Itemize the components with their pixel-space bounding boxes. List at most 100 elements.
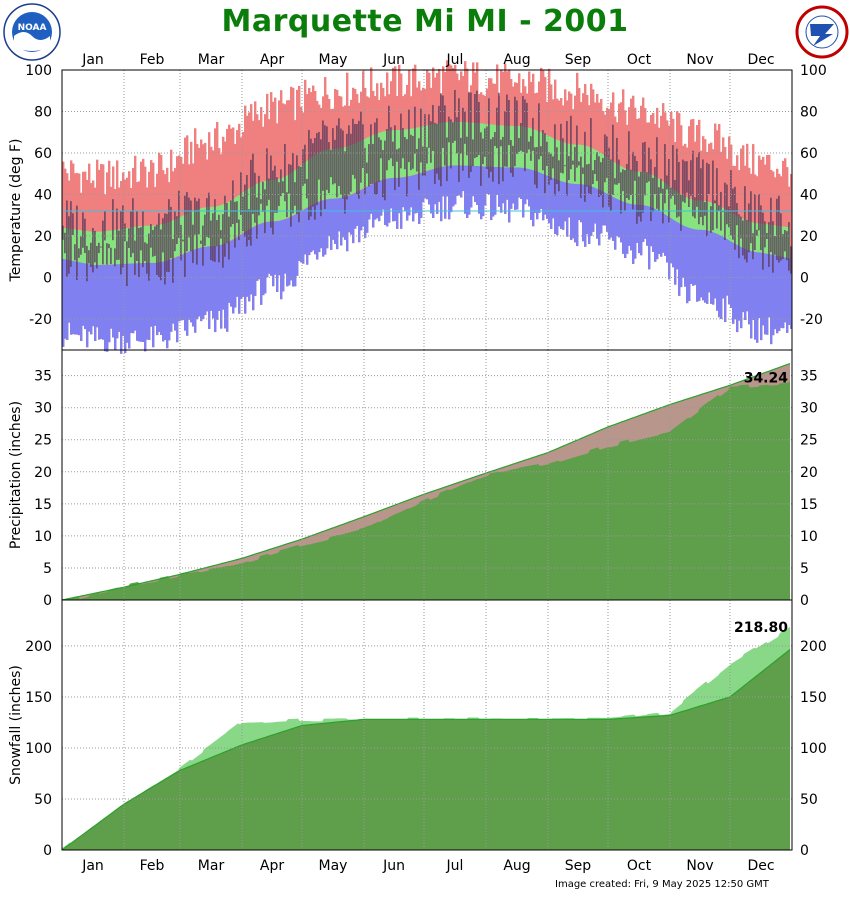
record-low-bar xyxy=(352,194,355,244)
record-low-bar xyxy=(252,227,255,311)
observed-temperature-bar xyxy=(288,164,290,194)
record-low-bar xyxy=(606,193,609,232)
observed-temperature-bar xyxy=(610,159,612,212)
month-label-bottom: Jun xyxy=(382,858,405,874)
observed-temperature-bar xyxy=(388,105,390,161)
observed-temperature-bar xyxy=(342,130,344,199)
record-low-bar xyxy=(100,264,103,339)
record-low-bar xyxy=(462,165,465,192)
record-low-bar xyxy=(314,203,317,255)
record-low-bar xyxy=(444,166,447,219)
record-low-bar xyxy=(432,169,435,218)
record-low-bar xyxy=(238,236,241,314)
y-tick-label-right: 5 xyxy=(800,561,809,577)
panel-3-frame xyxy=(61,599,793,851)
record-low-bar xyxy=(700,229,703,298)
record-low-bar xyxy=(106,264,109,352)
observed-temperature-bar xyxy=(612,124,614,195)
observed-temperature-bar xyxy=(252,153,254,214)
record-low-bar xyxy=(198,248,201,317)
observed-temperature-bar xyxy=(476,90,478,158)
observed-temperature-bar xyxy=(152,230,154,257)
record-low-bar xyxy=(594,187,597,224)
observed-temperature-bar xyxy=(294,182,296,206)
observed-temperature-bar xyxy=(386,129,388,171)
record-low-bar xyxy=(370,184,373,214)
record-low-bar xyxy=(756,252,759,343)
observed-temperature-bar xyxy=(658,187,660,211)
observed-temperature-bar xyxy=(552,156,554,169)
noaa-logo-text: NOAA xyxy=(18,23,47,33)
observed-temperature-bar xyxy=(666,175,668,190)
record-low-bar xyxy=(224,243,227,329)
observed-temperature-bar xyxy=(268,178,270,200)
record-low-bar xyxy=(772,254,775,336)
observed-temperature-bar xyxy=(644,141,646,196)
month-label-top: Apr xyxy=(260,52,284,68)
observed-temperature-bar xyxy=(398,148,400,187)
record-low-bar xyxy=(304,209,307,255)
record-low-bar xyxy=(420,173,423,218)
record-low-bar xyxy=(194,249,197,333)
record-low-bar xyxy=(160,262,163,335)
observed-temperature-bar xyxy=(314,138,316,220)
record-low-bar xyxy=(312,204,315,251)
observed-temperature-bar xyxy=(366,162,368,174)
observed-temperature-bar xyxy=(680,194,682,231)
observed-temperature-bar xyxy=(222,214,224,268)
observed-temperature-bar xyxy=(196,201,198,265)
y-axis-label: Snowfall (inches) xyxy=(8,665,24,785)
record-low-bar xyxy=(388,178,391,223)
record-low-bar xyxy=(686,226,689,304)
observed-temperature-bar xyxy=(462,107,464,171)
record-low-bar xyxy=(378,181,381,222)
record-low-bar xyxy=(70,260,73,335)
observed-temperature-bar xyxy=(588,163,590,194)
observed-temperature-bar xyxy=(452,122,454,143)
record-low-bar xyxy=(476,165,479,205)
observed-temperature-bar xyxy=(710,206,712,233)
record-low-bar xyxy=(750,250,753,339)
observed-temperature-bar xyxy=(790,246,792,274)
record-low-bar xyxy=(98,264,101,340)
record-low-bar xyxy=(654,208,657,262)
record-low-bar xyxy=(568,182,571,218)
record-low-bar xyxy=(604,192,607,226)
record-low-bar xyxy=(754,251,757,340)
record-low-bar xyxy=(438,167,441,202)
record-low-bar xyxy=(428,170,431,205)
observed-temperature-bar xyxy=(560,123,562,173)
record-low-bar xyxy=(306,207,309,265)
observed-temperature-bar xyxy=(728,206,730,228)
record-low-bar xyxy=(92,264,95,327)
y-tick-label-left: -20 xyxy=(29,312,52,328)
record-low-bar xyxy=(404,177,407,211)
record-low-bar xyxy=(154,262,157,326)
y-tick-label-left: 15 xyxy=(34,497,52,513)
record-low-bar xyxy=(308,206,311,256)
observed-temperature-bar xyxy=(384,140,386,201)
observed-temperature-bar xyxy=(440,93,442,187)
record-low-bar xyxy=(336,198,339,250)
observed-temperature-bar xyxy=(786,231,788,261)
record-low-bar xyxy=(376,181,379,219)
observed-temperature-bar xyxy=(158,213,160,278)
y-tick-label-left: 0 xyxy=(43,593,52,609)
record-low-bar xyxy=(278,220,281,276)
record-low-bar xyxy=(708,230,711,293)
record-low-bar xyxy=(504,167,507,214)
observed-temperature-bar xyxy=(310,138,312,217)
observed-temperature-bar xyxy=(262,181,264,212)
record-low-bar xyxy=(120,264,123,354)
observed-temperature-bar xyxy=(468,92,470,178)
observed-temperature-bar xyxy=(464,111,466,144)
observed-temperature-bar xyxy=(414,106,416,154)
observed-temperature-bar xyxy=(534,147,536,185)
month-label-bottom: Nov xyxy=(686,858,713,874)
record-low-bar xyxy=(596,188,599,239)
record-low-bar xyxy=(538,171,541,213)
observed-temperature-bar xyxy=(208,192,210,238)
observed-temperature-bar xyxy=(570,115,572,170)
